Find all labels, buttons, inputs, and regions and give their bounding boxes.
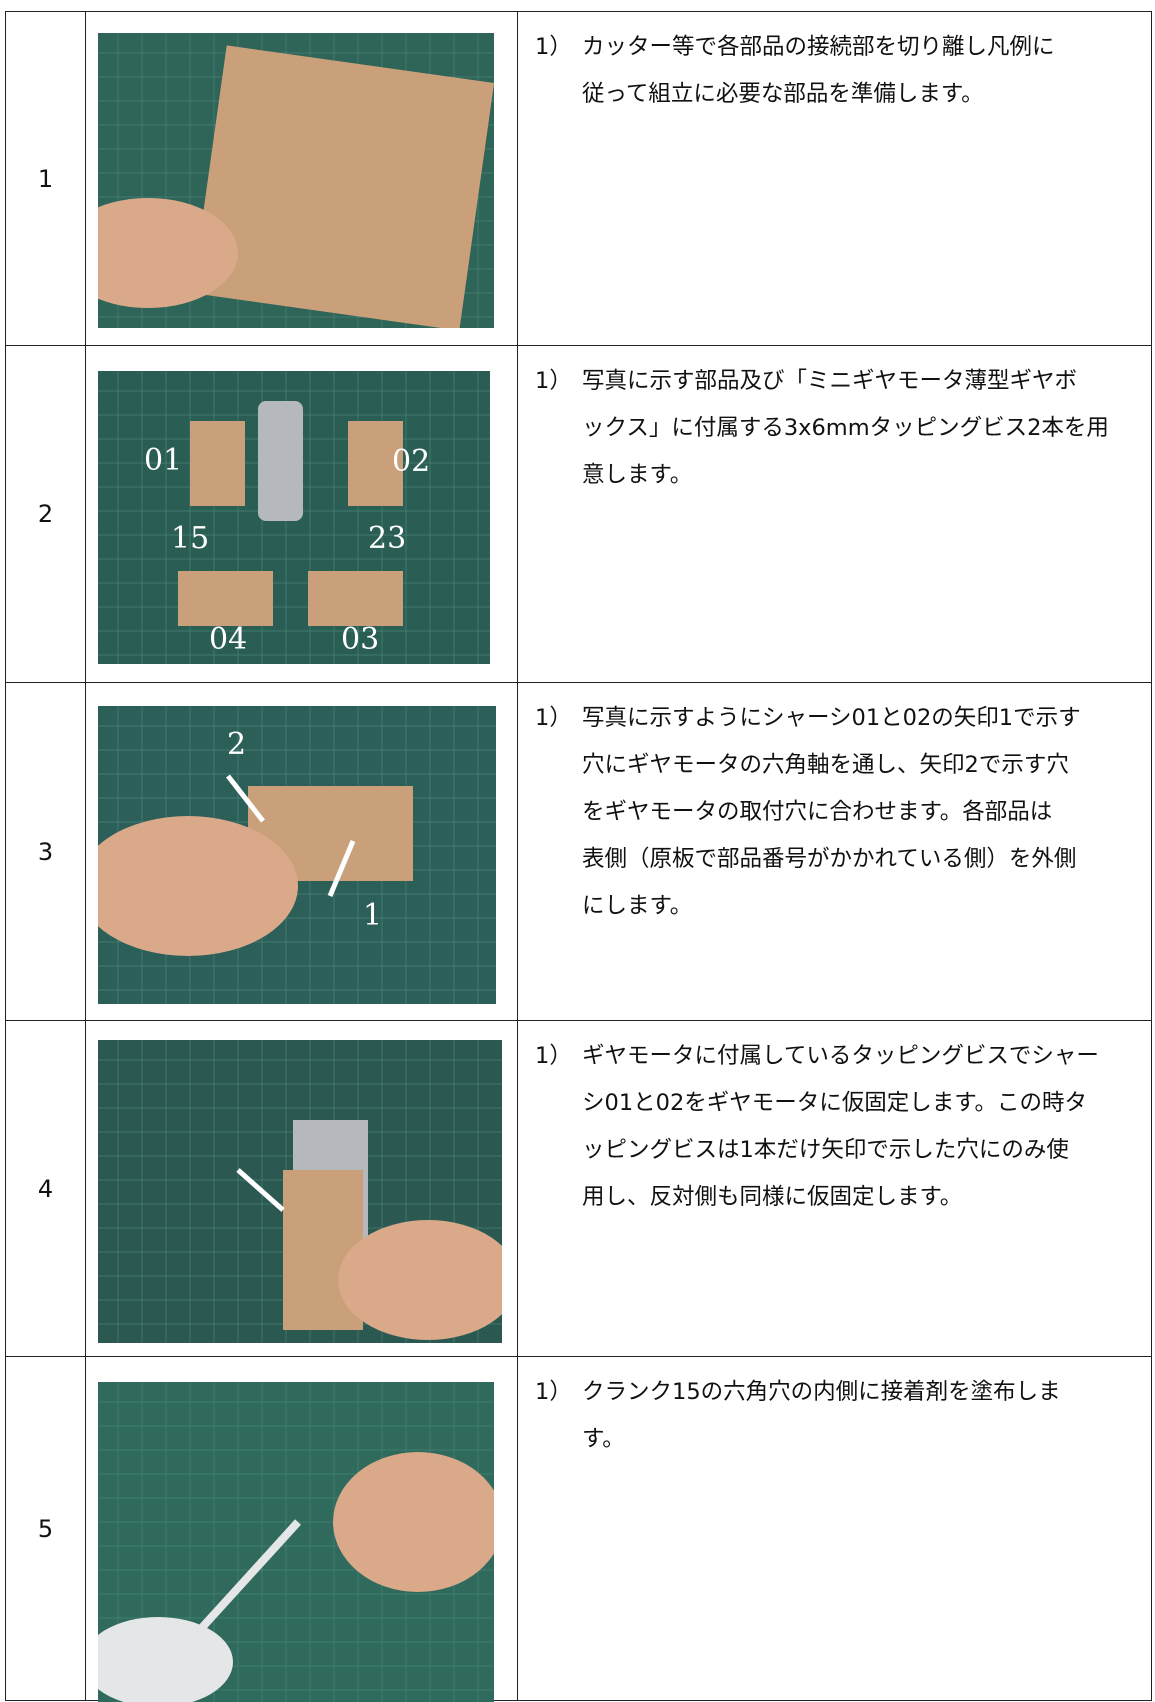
photo-label: 01 xyxy=(144,443,182,478)
text-line: す。 xyxy=(582,1426,625,1452)
instruction-lines: 写真に示す部品及び「ミニギヤモータ薄型ギヤボックス」に付属する3x6mmタッピン… xyxy=(582,358,1109,499)
arrow xyxy=(226,774,265,823)
list-marker: 1） xyxy=(535,34,572,60)
step-photo xyxy=(98,33,494,328)
step-row: 1 1） カッター等で各部品の接続部を切り離し凡例に 従って組立に必要な部品を準備しま… xyxy=(5,11,1152,346)
arrow xyxy=(236,1168,285,1212)
text-cell: 1） クランク15の六角穴の内側に接着剤を塗布しま す。 xyxy=(517,1357,1151,1700)
step-number: 1 xyxy=(6,12,86,345)
text-line: をギヤモータの取付穴に合わせます。各部品は xyxy=(582,799,1053,825)
step-row: 4 1） ギヤモータに付属しているタッピングビスでシャー シ01と02をギヤモータに仮… xyxy=(5,1020,1152,1357)
hand xyxy=(98,198,238,308)
motor xyxy=(258,401,303,521)
photo-label: 03 xyxy=(341,622,379,657)
text-line: カッター等で各部品の接続部を切り離し凡例に xyxy=(582,34,1055,60)
photo-label: 04 xyxy=(209,622,247,657)
part xyxy=(348,421,403,506)
text-line: クランク15の六角穴の内側に接着剤を塗布しま xyxy=(582,1379,1061,1405)
text-line: ギヤモータに付属しているタッピングビスでシャー xyxy=(582,1043,1099,1069)
step-photo xyxy=(98,1382,494,1702)
photo-label: 2 xyxy=(227,727,246,762)
step-number: 2 xyxy=(6,346,86,682)
nozzle xyxy=(195,1519,301,1635)
hand xyxy=(338,1220,502,1340)
instruction-lines: ギヤモータに付属しているタッピングビスでシャー シ01と02をギヤモータに仮固定し… xyxy=(582,1033,1099,1221)
step-number: 5 xyxy=(6,1357,86,1700)
photo-label: 15 xyxy=(171,521,209,556)
photo-cell: 01 02 15 23 04 03 xyxy=(85,346,518,682)
text-line: ッピングビスは1本だけ矢印で示した穴にのみ使 xyxy=(582,1137,1069,1163)
step-row: 2 01 02 15 23 04 03 1） 写真に示す部品及び「ミニギヤモータ薄型ギヤボックス… xyxy=(5,345,1152,683)
step-photo: 01 02 15 23 04 03 xyxy=(98,371,490,664)
list-marker: 1） xyxy=(535,705,572,731)
text-cell: 1） カッター等で各部品の接続部を切り離し凡例に 従って組立に必要な部品を準備します… xyxy=(517,12,1151,345)
part xyxy=(178,571,273,626)
photo-cell xyxy=(85,1357,518,1702)
photo-label: 02 xyxy=(392,444,430,479)
text-line: 穴にギヤモータの六角軸を通し、矢印2で示す穴 xyxy=(582,752,1069,778)
text-cell: 1） ギヤモータに付属しているタッピングビスでシャー シ01と02をギヤモータに仮固… xyxy=(517,1021,1151,1356)
text-line: ックス」に付属する3x6mmタッピングビス2本を用 xyxy=(582,415,1109,441)
part xyxy=(190,421,245,506)
instruction-lines: クランク15の六角穴の内側に接着剤を塗布しま す。 xyxy=(582,1369,1061,1463)
photo-label: 23 xyxy=(368,521,406,556)
text-line: にします。 xyxy=(582,893,693,919)
step-photo: 21 xyxy=(98,706,496,1004)
step-row: 3 2 1 1） 写真に示すようにシャーシ01と02の矢印1で示す 穴にギヤモータの六角軸… xyxy=(5,682,1152,1021)
glue-bottle xyxy=(98,1617,233,1702)
step-row: 5 1） クランク15の六角穴の内側に接着剤を塗布しま す。 xyxy=(5,1356,1152,1702)
list-marker: 1） xyxy=(535,1379,572,1405)
text-line: 写真に示すようにシャーシ01と02の矢印1で示す xyxy=(582,705,1081,731)
part xyxy=(308,571,403,626)
instruction-lines: カッター等で各部品の接続部を切り離し凡例に 従って組立に必要な部品を準備します。 xyxy=(582,24,1055,118)
text-cell: 1） 写真に示す部品及び「ミニギヤモータ薄型ギヤボックス」に付属する3x6mmタッ… xyxy=(517,346,1151,682)
step-number: 4 xyxy=(6,1021,86,1356)
text-line: 従って組立に必要な部品を準備します。 xyxy=(582,81,984,107)
instruction-lines: 写真に示すようにシャーシ01と02の矢印1で示す 穴にギヤモータの六角軸を通し、矢… xyxy=(582,695,1081,930)
photo-cell xyxy=(85,1021,518,1356)
list-marker: 1） xyxy=(535,1043,572,1069)
step-number: 3 xyxy=(6,683,86,1020)
hand xyxy=(333,1452,494,1592)
hand xyxy=(98,816,298,956)
text-line: 用し、反対側も同様に仮固定します。 xyxy=(582,1184,963,1210)
arrow xyxy=(327,840,356,897)
photo-cell xyxy=(85,12,518,345)
list-marker: 1） xyxy=(535,368,572,394)
text-line: 表側（原板で部品番号がかかれている側）を外側 xyxy=(582,846,1077,872)
parts-sheet xyxy=(191,45,494,328)
text-line: シ01と02をギヤモータに仮固定します。この時タ xyxy=(582,1090,1088,1116)
step-photo xyxy=(98,1040,502,1343)
text-line: 意します。 xyxy=(582,462,693,488)
text-line: 写真に示す部品及び「ミニギヤモータ薄型ギヤボ xyxy=(582,368,1078,394)
text-cell: 1） 写真に示すようにシャーシ01と02の矢印1で示す 穴にギヤモータの六角軸を通し… xyxy=(517,683,1151,1020)
photo-label: 1 xyxy=(363,898,382,933)
